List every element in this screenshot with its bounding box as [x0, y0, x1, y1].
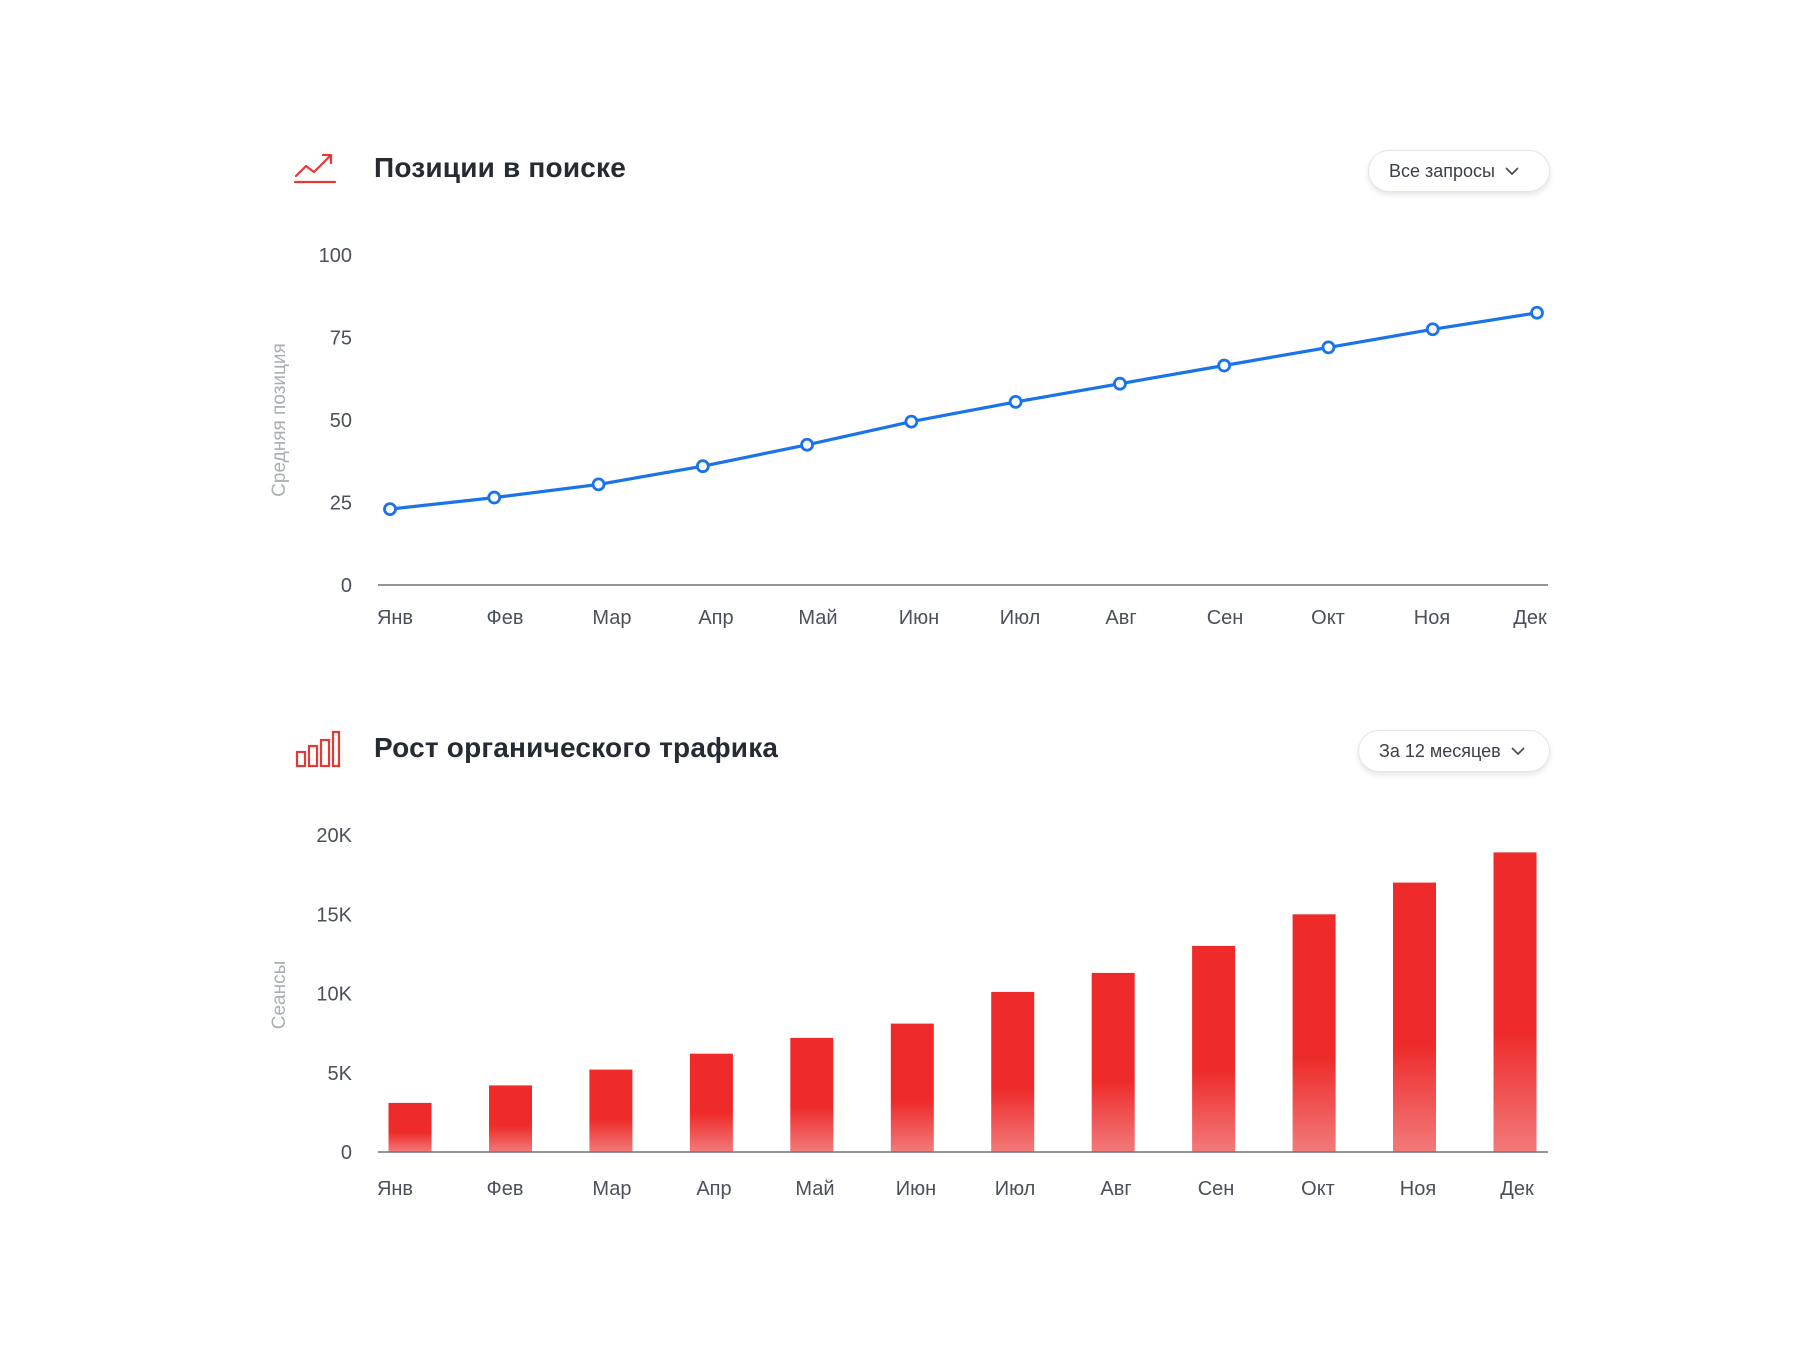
positions-panel: Позиции в поиске Все запросы 0 25 50 75 100 Я…: [0, 130, 1810, 650]
x-tick-label: Май: [798, 607, 837, 629]
queries-filter-label: Все запросы: [1389, 160, 1495, 181]
y-tick-label: 20K: [316, 825, 352, 847]
y-axis-title: Средняя позиция: [269, 343, 290, 497]
y-tick-label: 25: [330, 493, 352, 515]
x-tick-label: Фев: [487, 607, 524, 629]
x-tick-label: Авг: [1100, 1178, 1131, 1200]
x-tick-label: Июл: [995, 1178, 1036, 1200]
data-point: [1217, 358, 1232, 373]
x-tick-label: Мар: [592, 1178, 631, 1200]
x-tick-label: Апр: [696, 1178, 731, 1200]
y-tick-label: 5K: [328, 1063, 353, 1085]
x-tick-label: Июн: [896, 1178, 936, 1200]
bar: [1091, 972, 1135, 1152]
bar: [991, 991, 1035, 1152]
x-tick-label: Дек: [1500, 1178, 1534, 1200]
y-tick-label: 50: [330, 410, 352, 432]
x-tick-label: Янв: [377, 1178, 413, 1200]
traffic-panel: Рост органического трафика За 12 месяцев…: [0, 710, 1810, 1230]
bar: [1292, 914, 1336, 1153]
data-point: [591, 477, 606, 492]
bar: [1493, 852, 1537, 1152]
y-axis-title: Сеансы: [269, 961, 290, 1030]
x-tick-label: Сен: [1198, 1178, 1235, 1200]
period-filter-dropdown[interactable]: За 12 месяцев: [1358, 730, 1550, 772]
data-point: [1008, 394, 1023, 409]
bar: [890, 1023, 934, 1152]
x-tick-label: Апр: [698, 607, 733, 629]
bar: [589, 1069, 633, 1152]
x-tick-label: Окт: [1311, 607, 1345, 629]
x-tick-label: Май: [795, 1178, 834, 1200]
chevron-down-icon: [1511, 747, 1525, 755]
traffic-title: Рост органического трафика: [374, 732, 779, 763]
data-point: [695, 459, 710, 474]
x-tick-label: Ноя: [1400, 1178, 1436, 1200]
y-tick-label: 0: [341, 575, 352, 597]
bar: [1393, 882, 1436, 1152]
data-point: [1321, 340, 1336, 355]
x-tick-label: Июл: [1000, 607, 1041, 629]
data-point: [383, 502, 397, 517]
x-tick-label: Фев: [487, 1178, 524, 1200]
y-tick-label: 10K: [316, 984, 352, 1006]
bar: [689, 1053, 733, 1152]
x-tick-label: Ноя: [1414, 607, 1450, 629]
x-tick-label: Мар: [592, 607, 631, 629]
positions-title: Позиции в поиске: [374, 152, 626, 183]
y-tick-label: 100: [319, 245, 352, 267]
bar-chart-icon: [295, 730, 341, 768]
queries-filter-dropdown[interactable]: Все запросы: [1368, 150, 1550, 192]
data-point: [800, 437, 814, 452]
data-point: [1530, 305, 1544, 320]
bar: [489, 1085, 532, 1152]
positions-line-chart: 0 25 50 75 100 Янв Фев Мар Апр Май Июн Июл Авг Сен Окт…: [269, 245, 1548, 629]
chevron-down-icon: [1505, 167, 1519, 175]
x-tick-label: Дек: [1513, 607, 1547, 629]
data-point: [487, 490, 502, 505]
traffic-bar-chart: 0 5K 10K 15K 20K Янв Фев Мар Апр Май Июн Июл Авг Сен О…: [269, 825, 1548, 1200]
x-tick-label: Авг: [1105, 607, 1136, 629]
x-tick-label: Янв: [377, 607, 413, 629]
series-line: [388, 311, 1539, 511]
x-tick-label: Сен: [1207, 607, 1244, 629]
trend-line-icon: [293, 153, 337, 184]
y-tick-label: 75: [330, 328, 352, 350]
bar: [790, 1037, 834, 1152]
period-filter-label: За 12 месяцев: [1379, 740, 1501, 761]
y-tick-label: 0: [341, 1142, 352, 1164]
bar: [388, 1102, 432, 1152]
bar: [1192, 945, 1236, 1152]
x-tick-label: Июн: [899, 607, 939, 629]
data-point: [1425, 322, 1440, 337]
y-tick-label: 15K: [316, 904, 352, 926]
data-point: [1113, 376, 1127, 391]
data-point: [904, 414, 919, 429]
x-tick-label: Окт: [1301, 1178, 1335, 1200]
